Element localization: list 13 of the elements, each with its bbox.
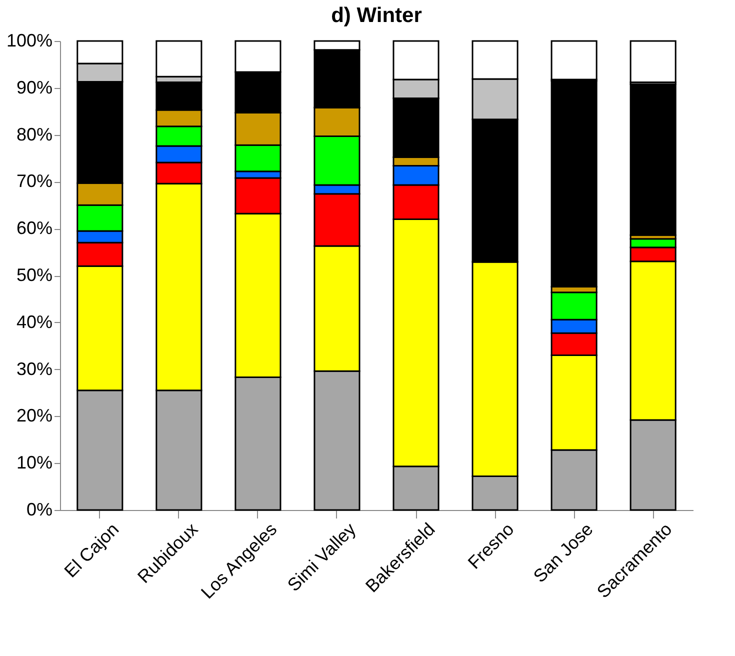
y-tick-label: 60% [16,218,52,238]
x-tick-label: San Jose [530,519,597,586]
chart-title: d) Winter [331,4,422,27]
y-tick-label: 100% [6,30,52,50]
y-tick-label: 80% [16,124,52,144]
y-tick-label: 90% [16,77,52,98]
y-tick-label: 0% [26,500,52,520]
y-tick-label: 20% [16,406,52,426]
y-tick-label: 70% [16,171,52,192]
y-tick-label: 50% [16,265,52,285]
y-tick-label: 40% [16,312,52,332]
y-tick-label: 30% [16,358,52,379]
y-tick-label: 10% [16,452,52,473]
